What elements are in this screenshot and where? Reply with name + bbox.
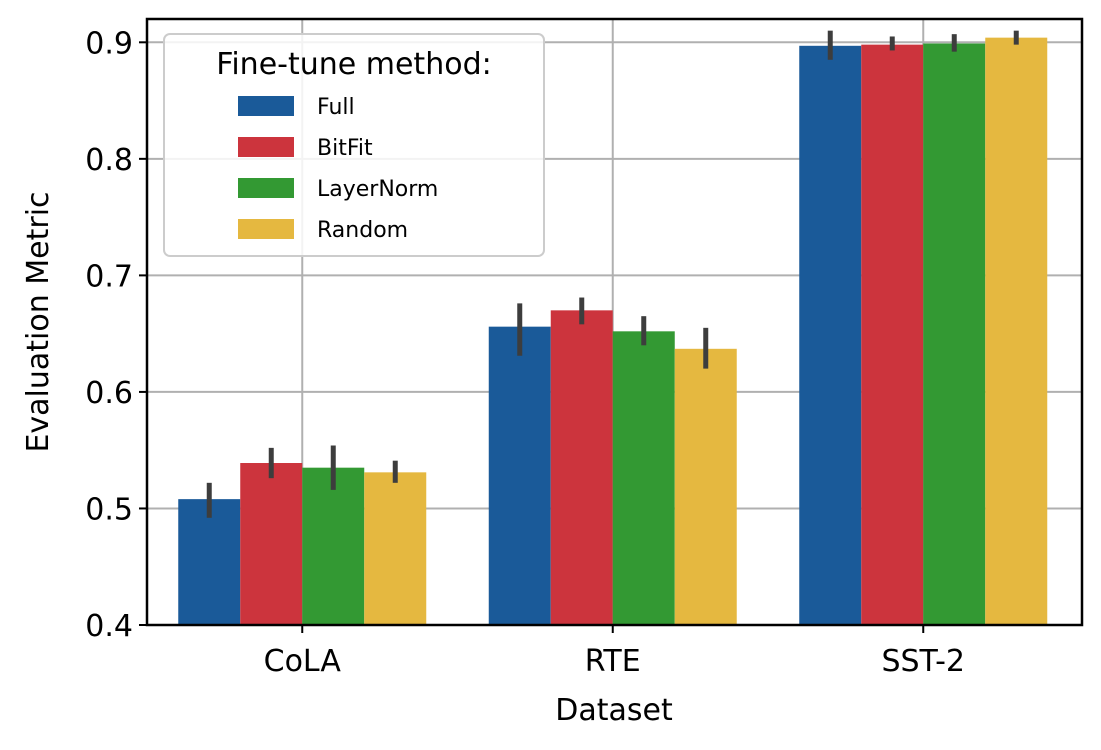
bar: [674, 348, 737, 625]
legend-label: BitFit: [317, 136, 373, 161]
legend-title: Fine-tune method:: [216, 47, 491, 82]
x-tick-label: CoLA: [264, 644, 342, 679]
x-axis-label: Dataset: [555, 693, 673, 728]
bar: [240, 463, 303, 625]
y-tick-label: 0.7: [85, 259, 133, 294]
y-tick-label: 0.6: [85, 376, 133, 411]
x-axis: CoLA RTE SST-2: [264, 625, 965, 679]
bar: [302, 467, 365, 625]
bar: [488, 326, 551, 625]
legend-items: Full BitFit LayerNorm Random: [238, 95, 438, 243]
bars: [178, 37, 1048, 626]
plot-frame: [145, 17, 1084, 627]
bar: [364, 472, 427, 625]
legend-label: Full: [317, 95, 355, 120]
legend-swatch: [238, 219, 294, 239]
bar: [178, 499, 241, 625]
y-tick-label: 0.4: [85, 609, 133, 644]
y-tick-label: 0.8: [85, 143, 133, 178]
legend-label: LayerNorm: [317, 177, 438, 202]
bar: [799, 45, 862, 626]
bar: [550, 310, 613, 625]
y-axis-label: Evaluation Metric: [21, 191, 56, 452]
legend-swatch: [238, 137, 294, 157]
x-tick-label: RTE: [585, 644, 641, 679]
y-tick-label: 0.5: [85, 492, 133, 527]
y-tick-label: 0.9: [85, 26, 133, 61]
bar: [923, 43, 986, 625]
legend: Fine-tune method: Full BitFit LayerNorm Ran…: [163, 33, 545, 257]
legend-label: Random: [317, 218, 408, 243]
bar: [612, 331, 675, 625]
error-bars: [206, 30, 1019, 518]
bar: [985, 37, 1048, 625]
x-tick-label: SST-2: [881, 644, 965, 679]
legend-swatch: [238, 178, 294, 198]
legend-swatch: [238, 96, 294, 116]
bar: [861, 44, 924, 625]
y-axis: 0.4 0.5 0.6 0.7 0.8 0.9: [85, 26, 147, 644]
legend-box: [163, 33, 545, 257]
